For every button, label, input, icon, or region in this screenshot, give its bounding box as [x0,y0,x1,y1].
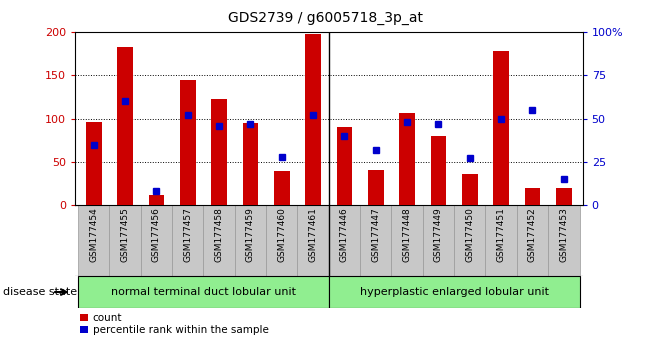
Bar [399,113,415,205]
Bar [172,205,203,276]
Bar [78,205,109,276]
Bar [141,205,172,276]
Bar [86,122,102,205]
Bar [525,188,540,205]
Bar [274,171,290,205]
Bar [329,276,579,308]
Text: GSM177456: GSM177456 [152,207,161,262]
Bar [368,170,383,205]
Text: GSM177447: GSM177447 [371,207,380,262]
Bar [493,51,509,205]
Bar [78,276,329,308]
Bar [329,205,360,276]
Bar [337,127,352,205]
Text: GSM177446: GSM177446 [340,207,349,262]
Bar [360,205,391,276]
Bar [305,34,321,205]
Bar [462,174,478,205]
Text: disease state: disease state [3,287,77,297]
Text: GSM177457: GSM177457 [183,207,192,262]
Text: GSM177452: GSM177452 [528,207,537,262]
Text: GSM177453: GSM177453 [559,207,568,262]
Bar [391,205,422,276]
Bar [266,205,298,276]
Bar [556,188,572,205]
Bar [430,136,447,205]
Text: GSM177459: GSM177459 [246,207,255,262]
Text: GSM177451: GSM177451 [497,207,506,262]
Bar [211,99,227,205]
Bar [422,205,454,276]
Bar [486,205,517,276]
Bar [517,205,548,276]
Text: GSM177454: GSM177454 [89,207,98,262]
Bar [235,205,266,276]
Bar [548,205,579,276]
Bar [180,80,195,205]
Text: GSM177455: GSM177455 [120,207,130,262]
Text: GSM177450: GSM177450 [465,207,475,262]
Text: GSM177449: GSM177449 [434,207,443,262]
Text: GSM177458: GSM177458 [215,207,223,262]
Bar [148,195,164,205]
Bar [203,205,235,276]
Bar [109,205,141,276]
Bar [298,205,329,276]
Legend: count, percentile rank within the sample: count, percentile rank within the sample [80,313,268,335]
Bar [454,205,486,276]
Text: GSM177448: GSM177448 [402,207,411,262]
Bar [117,47,133,205]
Text: normal terminal duct lobular unit: normal terminal duct lobular unit [111,287,296,297]
Text: GDS2739 / g6005718_3p_at: GDS2739 / g6005718_3p_at [228,11,423,25]
Text: GSM177461: GSM177461 [309,207,318,262]
Text: hyperplastic enlarged lobular unit: hyperplastic enlarged lobular unit [359,287,549,297]
Bar [243,123,258,205]
Text: GSM177460: GSM177460 [277,207,286,262]
